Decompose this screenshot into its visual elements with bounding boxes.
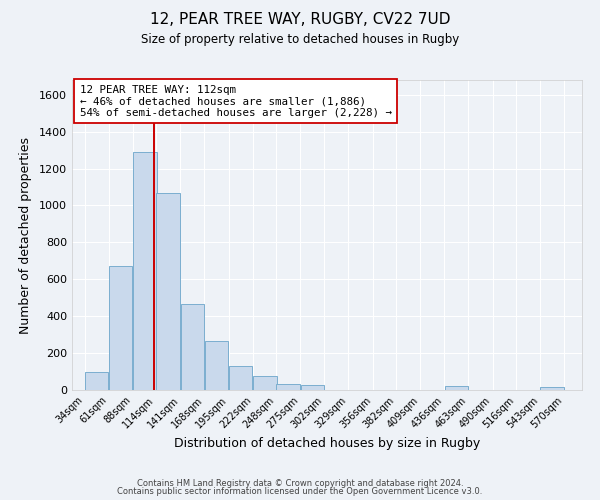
Bar [109, 266, 133, 390]
Bar [229, 366, 253, 390]
Text: Contains HM Land Registry data © Crown copyright and database right 2024.: Contains HM Land Registry data © Crown c… [137, 478, 463, 488]
Bar [253, 376, 277, 390]
Bar [133, 152, 157, 390]
Text: 12 PEAR TREE WAY: 112sqm
← 46% of detached houses are smaller (1,886)
54% of sem: 12 PEAR TREE WAY: 112sqm ← 46% of detach… [80, 84, 392, 118]
Text: 12, PEAR TREE WAY, RUGBY, CV22 7UD: 12, PEAR TREE WAY, RUGBY, CV22 7UD [150, 12, 450, 28]
Text: Contains public sector information licensed under the Open Government Licence v3: Contains public sector information licen… [118, 487, 482, 496]
Bar [205, 341, 228, 390]
Bar [85, 372, 109, 390]
Y-axis label: Number of detached properties: Number of detached properties [19, 136, 32, 334]
Bar [445, 386, 468, 390]
Text: Size of property relative to detached houses in Rugby: Size of property relative to detached ho… [141, 32, 459, 46]
X-axis label: Distribution of detached houses by size in Rugby: Distribution of detached houses by size … [174, 437, 480, 450]
Bar [541, 387, 564, 390]
Bar [277, 384, 300, 390]
Bar [301, 386, 324, 390]
Bar [157, 192, 180, 390]
Bar [181, 304, 204, 390]
